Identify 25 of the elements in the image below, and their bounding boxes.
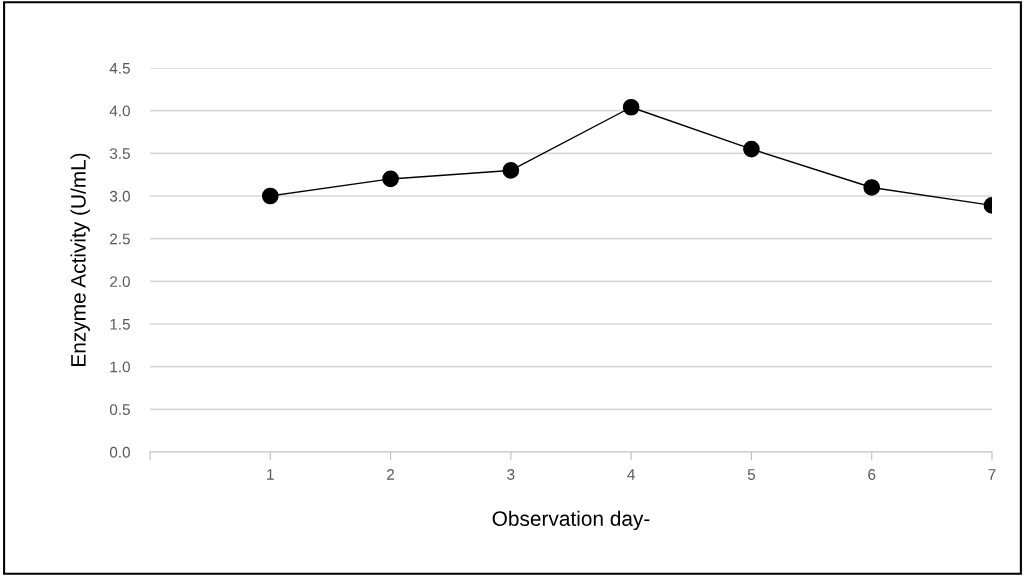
x-tick-label: 3 [507,469,515,480]
y-axis-title: Enzyme Activity (U/mL) [70,153,90,366]
point [863,179,881,196]
x-tick-label: 2 [387,469,395,480]
point [502,162,520,179]
y-tick-label: 0.0 [109,446,130,458]
y-tick-label: 2.0 [110,276,130,288]
x-tick-label: 4 [627,469,635,480]
y-tick-label: 4.0 [109,105,130,117]
x-tick-label: 6 [868,469,876,480]
y-tick-label: 0.5 [109,404,130,416]
x-axis-title: Observation day- [492,510,650,531]
y-tick-label: 3.5 [109,148,130,160]
y-tick-label: 3.0 [109,190,130,202]
y-tick-label: 4.5 [109,63,130,74]
point [743,140,760,158]
y-tick-label: 2.5 [110,233,130,245]
y-tick-label: 1.5 [110,319,130,330]
x-tick-label: 7 [988,469,996,480]
x-tick-label: 5 [747,469,756,480]
point [622,98,640,116]
point [382,170,399,188]
y-tick-label: 1.0 [110,361,130,373]
x-tick-label: 1 [267,469,274,480]
point [261,187,279,205]
